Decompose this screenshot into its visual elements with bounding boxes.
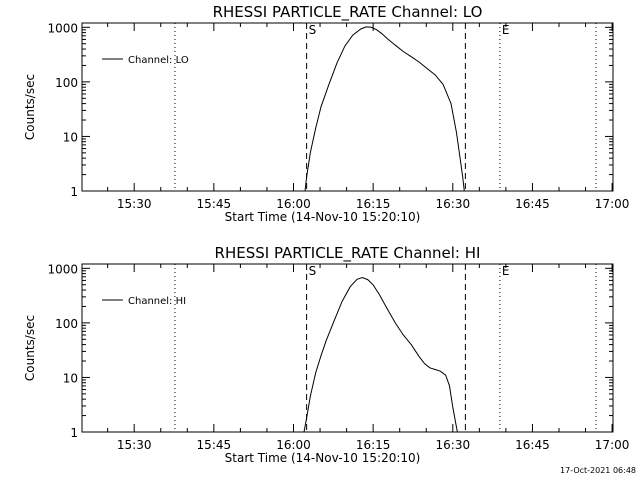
x-tick-label: 15:45	[197, 438, 232, 452]
marker-label: S	[309, 264, 317, 278]
x-tick-label: 15:30	[117, 197, 152, 211]
x-axis-label: Start Time (14-Nov-10 15:20:10)	[225, 210, 421, 224]
x-tick-label: 16:30	[436, 197, 471, 211]
marker-label: E	[502, 264, 510, 278]
y-tick-label: 1000	[47, 262, 78, 276]
x-tick-label: 16:00	[276, 197, 311, 211]
plot-timestamp: 17-Oct-2021 06:48	[560, 466, 636, 475]
chart-panel-hi: RHESSI PARTICLE_RATE Channel: HI 15:30 15:…	[23, 244, 629, 465]
series-line	[304, 26, 465, 192]
x-tick-label: 16:15	[356, 197, 391, 211]
y-tick-label: 1	[70, 185, 78, 199]
x-tick-label: 15:45	[197, 197, 232, 211]
legend-label: Channel: LO	[128, 55, 189, 66]
marker-label: E	[502, 23, 510, 37]
y-tick-label: 1	[70, 426, 78, 440]
y-tick-label: 1000	[47, 21, 78, 35]
x-tick-label: 15:30	[117, 438, 152, 452]
chart-title: RHESSI PARTICLE_RATE Channel: LO	[213, 3, 483, 22]
series-line	[303, 276, 458, 433]
x-tick-label: 17:00	[595, 197, 630, 211]
y-tick-label: 10	[63, 371, 78, 385]
chart-panel-lo: RHESSI PARTICLE_RATE Channel: LO 15:30 15:…	[23, 3, 629, 224]
x-axis-label: Start Time (14-Nov-10 15:20:10)	[225, 451, 421, 465]
y-tick-label: 10	[63, 130, 78, 144]
y-tick-label: 100	[55, 317, 78, 331]
plot-frame	[81, 22, 614, 192]
y-tick-label: 100	[55, 76, 78, 90]
x-tick-label: 16:15	[356, 438, 391, 452]
x-tick-label: 16:30	[436, 438, 471, 452]
y-axis-label: Counts/sec	[23, 74, 37, 140]
y-axis-label: Counts/sec	[23, 315, 37, 381]
x-tick-label: 17:00	[595, 438, 630, 452]
plot-frame	[81, 263, 614, 433]
x-tick-label: 16:45	[515, 438, 550, 452]
marker-label: S	[309, 23, 317, 37]
chart-title: RHESSI PARTICLE_RATE Channel: HI	[215, 244, 481, 263]
x-tick-label: 16:45	[515, 197, 550, 211]
legend-label: Channel: HI	[128, 296, 186, 307]
x-tick-label: 16:00	[276, 438, 311, 452]
